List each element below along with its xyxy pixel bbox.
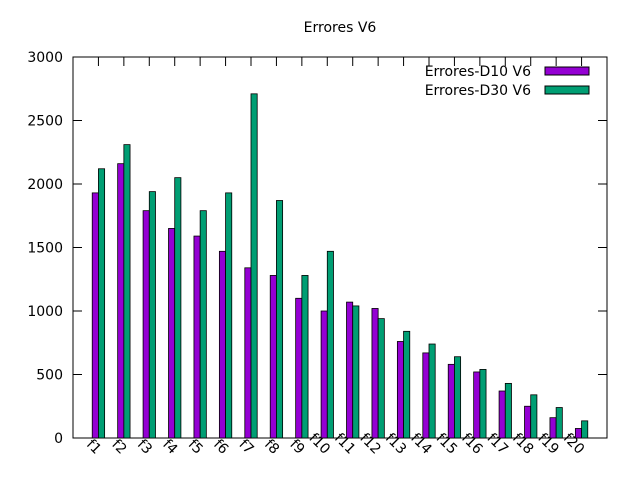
bar-d30-f3 [148, 191, 156, 439]
bar-d10-f12 [371, 308, 379, 439]
legend-swatch [544, 85, 590, 95]
bar-d10-f1 [91, 192, 99, 439]
bar-d10-f10 [320, 310, 328, 439]
bar-d30-f16 [479, 369, 487, 439]
y-tick-label: 2500 [27, 114, 63, 130]
bar-d10-f9 [295, 297, 303, 439]
legend-label: Errores-D30 V6 [425, 83, 531, 99]
legend-label: Errores-D10 V6 [425, 64, 531, 80]
bar-d10-f7 [244, 267, 252, 439]
bar-d10-f16 [473, 371, 481, 439]
y-tick-label: 3000 [27, 50, 63, 66]
x-tick-label: f3 [134, 437, 155, 458]
bar-d10-f15 [447, 363, 455, 439]
bar-d10-f18 [524, 405, 532, 439]
bar-d30-f14 [428, 343, 436, 439]
chart-title: Errores V6 [304, 20, 377, 36]
bar-d30-f9 [301, 275, 309, 439]
y-tick-label: 2000 [27, 177, 63, 193]
bar-d10-f17 [498, 390, 506, 439]
x-tick-label: f5 [185, 437, 206, 458]
bars [91, 93, 589, 439]
bar-d10-f5 [193, 235, 201, 439]
bar-d30-f2 [123, 144, 131, 439]
bar-d30-f4 [174, 177, 182, 439]
legend: Errores-D10 V6 Errores-D30 V6 [425, 64, 590, 99]
bar-d30-f20 [581, 420, 589, 439]
y-tick-label: 1500 [27, 241, 63, 257]
bar-d30-f13 [403, 330, 411, 439]
bar-d30-f6 [225, 192, 233, 439]
bar-d30-f10 [326, 250, 334, 439]
bar-d10-f13 [396, 341, 404, 439]
bar-d30-f1 [98, 168, 106, 439]
x-tick-label: f1 [83, 437, 104, 458]
bar-d10-f11 [346, 301, 354, 439]
y-tick-label: 500 [36, 368, 63, 384]
y-axis: 0 500 1000 1500 2000 2500 3000 [27, 50, 607, 447]
bar-d30-f17 [504, 382, 512, 439]
bar-d10-f14 [422, 352, 430, 439]
legend-swatch [544, 66, 590, 76]
x-tick-label: f6 [210, 437, 231, 458]
bar-d30-f8 [276, 200, 284, 439]
bar-d10-f20 [574, 428, 582, 439]
y-tick-label: 1000 [27, 304, 63, 320]
bar-d30-f18 [530, 394, 538, 439]
x-tick-label: f4 [159, 437, 180, 458]
bar-d30-f12 [377, 318, 385, 439]
bar-d10-f19 [549, 417, 557, 439]
bar-d30-f11 [352, 305, 360, 439]
bar-d30-f19 [555, 407, 563, 439]
x-tick-label: f7 [236, 437, 257, 458]
x-tick-label: f2 [108, 437, 129, 458]
y-tick-label: 0 [54, 431, 63, 447]
bar-d10-f2 [117, 163, 125, 439]
bar-d30-f15 [454, 356, 462, 439]
bar-d10-f6 [218, 250, 226, 439]
bar-d10-f3 [142, 210, 150, 439]
x-tick-label: f8 [261, 437, 282, 458]
x-tick-label: f9 [286, 437, 307, 458]
bar-d10-f4 [168, 228, 176, 439]
bar-d30-f5 [199, 210, 207, 439]
bar-d10-f8 [269, 275, 277, 439]
bar-d30-f7 [250, 93, 258, 439]
